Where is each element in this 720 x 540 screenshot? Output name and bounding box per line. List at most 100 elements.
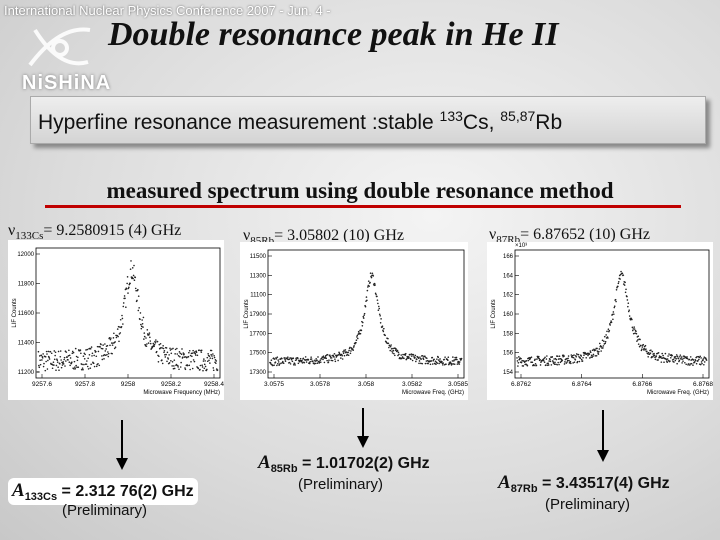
spectrum-dot xyxy=(146,329,149,331)
spectrum-dot xyxy=(700,361,703,363)
spectrum-dot xyxy=(89,347,92,350)
spectrum-dot xyxy=(644,344,647,347)
spectrum-dot xyxy=(397,354,399,357)
spectrum-dot xyxy=(120,325,123,328)
spectrum-dot xyxy=(655,355,658,357)
spectrum-dot xyxy=(436,362,439,364)
exponent: ×10³ xyxy=(515,243,527,249)
symbol: A xyxy=(12,480,25,501)
spectrum-dot xyxy=(59,355,62,358)
spectrum-dot xyxy=(571,354,574,357)
x-tick-label: 9257.8 xyxy=(75,381,95,388)
x-tick-label: 3.058 xyxy=(358,381,375,388)
spectrum-dot xyxy=(91,355,93,357)
spectrum-dot xyxy=(361,324,364,327)
spectrum-dot xyxy=(369,272,372,274)
spectrum-dot xyxy=(357,333,360,335)
spectrum-dot xyxy=(140,327,143,330)
arrow xyxy=(116,420,128,470)
spectrum-dot xyxy=(137,309,140,312)
y-axis-label: LIF Counts xyxy=(12,298,18,327)
symbol: A xyxy=(498,472,511,493)
spectrum-dot xyxy=(623,284,626,286)
spectrum-dot xyxy=(379,314,381,317)
spectrum-dot xyxy=(114,341,116,343)
spectrum-dot xyxy=(152,342,155,345)
spectrum-dot xyxy=(153,343,156,346)
spectrum-dot xyxy=(178,368,180,371)
spectrum-dot xyxy=(161,362,164,365)
spectrum-dot xyxy=(41,359,43,361)
spectrum-dot xyxy=(408,356,410,358)
spectrum-dot xyxy=(81,367,84,369)
spectrum-dot xyxy=(113,332,115,335)
subtitle-text: Cs, xyxy=(462,111,501,134)
spectrum-dot xyxy=(590,354,593,357)
spectrum-dot xyxy=(298,360,301,363)
spectrum-dot xyxy=(591,349,594,352)
spectrum-dot xyxy=(293,362,296,365)
spectrum-dot xyxy=(649,352,652,355)
spectrum-dot xyxy=(391,350,393,352)
spectrum-dot xyxy=(429,363,432,366)
spectrum-dot xyxy=(538,357,540,360)
spectrum-dot xyxy=(90,363,92,366)
spectrum-dot xyxy=(592,353,595,356)
spectrum-dot xyxy=(62,361,65,363)
symbol: ν xyxy=(243,227,251,244)
spectrum-dot xyxy=(160,346,162,349)
spectrum-dot xyxy=(600,350,602,352)
spectrum-dot xyxy=(342,352,345,355)
spectrum-dot xyxy=(337,353,340,356)
spectrum-dot xyxy=(594,355,597,357)
spectrum-dot xyxy=(598,348,601,350)
spectrum-dot xyxy=(110,342,113,344)
spectrum-dot xyxy=(575,356,578,358)
spectrum-dot xyxy=(139,312,142,314)
spectrum-dot xyxy=(436,358,438,360)
spectrum-dot xyxy=(177,354,180,357)
spectrum-dot xyxy=(210,349,213,352)
spectrum-dot xyxy=(453,363,456,366)
spectrum-dot xyxy=(565,362,568,364)
spectrum-dot xyxy=(101,358,104,361)
x-axis-label: Microwave Frequency (MHz) xyxy=(143,390,220,396)
spectrum-dot xyxy=(632,329,634,332)
spectrum-dot xyxy=(183,353,185,355)
subscript: 85Rb xyxy=(270,463,298,475)
spectrum-dot xyxy=(701,362,703,365)
spectrum-dot xyxy=(269,361,272,364)
spectrum-dot xyxy=(68,349,70,352)
frequency-label: ν133Cs= 9.2580915 (4) GHz xyxy=(8,222,181,242)
spectrum-dot xyxy=(97,362,99,365)
symbol: A xyxy=(258,452,271,473)
spectrum-dot xyxy=(575,353,578,355)
spectrum-dot xyxy=(596,350,599,353)
spectrum-dot xyxy=(276,364,278,367)
spectrum-dot xyxy=(673,361,675,363)
spectrum-dot xyxy=(570,354,573,356)
spectrum-dot xyxy=(667,355,669,357)
spectrum-dot xyxy=(445,363,447,365)
spectrum-dot xyxy=(363,312,366,315)
spectrum-dot xyxy=(427,362,429,365)
spectrum-dot xyxy=(698,356,701,359)
spectrum-dot xyxy=(547,364,550,366)
spectrum-dot xyxy=(615,300,617,303)
spectrum-dot xyxy=(154,341,157,344)
spectrum-dot xyxy=(663,361,665,364)
spectrum-dot xyxy=(122,302,125,304)
spectrum-dot xyxy=(632,328,635,330)
spectrum-dot xyxy=(677,357,680,360)
spectrum-dot xyxy=(598,342,601,345)
spectrum-dot xyxy=(367,280,370,282)
spectrum-dot xyxy=(212,367,215,369)
spectrum-dot xyxy=(613,306,616,309)
y-tick-label: 160 xyxy=(503,312,514,318)
spectrum-dot xyxy=(77,356,79,359)
spectrum-dot xyxy=(345,351,348,353)
spectrum-dot xyxy=(148,333,150,336)
spectrum-dot xyxy=(330,359,333,362)
spectrum-dot xyxy=(582,356,584,359)
spectrum-dot xyxy=(58,369,60,371)
